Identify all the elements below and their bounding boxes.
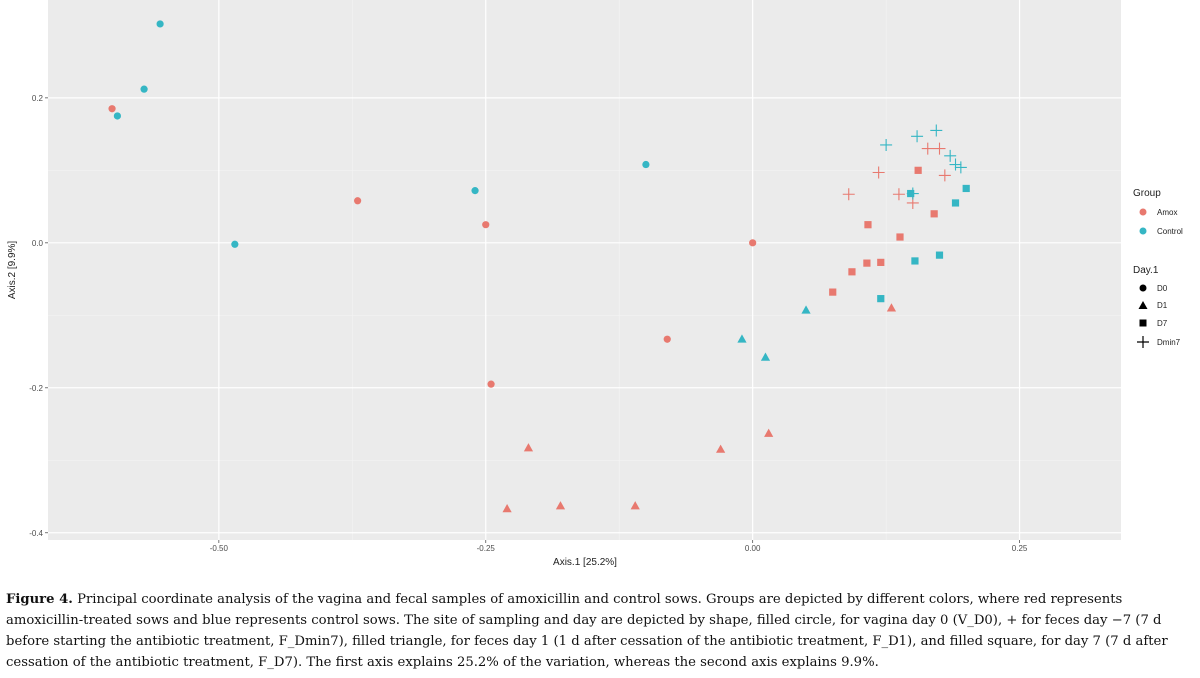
point-control-d0 bbox=[113, 112, 121, 120]
pcoa-scatter-plot: -0.50 -0.25 0.00 0.25 -0.4 -0.2 0.0 0.2 Axis.1 … bbox=[7, 0, 1183, 568]
legend-d1-marker bbox=[1138, 301, 1148, 309]
point-amox-d1 bbox=[764, 428, 774, 437]
legend-day-title: Day.1 bbox=[1133, 265, 1159, 276]
y-tick-label: -0.4 bbox=[29, 529, 43, 538]
data-points bbox=[108, 20, 970, 513]
point-amox-d0 bbox=[749, 239, 757, 247]
point-control-d1 bbox=[801, 305, 811, 314]
point-amox-d1 bbox=[523, 443, 534, 452]
point-amox-d7 bbox=[863, 259, 871, 267]
point-amox-d7 bbox=[864, 221, 872, 229]
legend-control-label: Control bbox=[1157, 227, 1183, 236]
point-control-dmin7 bbox=[906, 187, 919, 200]
point-control-d7 bbox=[911, 257, 919, 265]
point-control-d0 bbox=[140, 85, 148, 93]
x-tick-label: 0.00 bbox=[745, 544, 761, 553]
point-control-d1 bbox=[760, 352, 771, 361]
point-control-d0 bbox=[642, 160, 650, 169]
point-amox-dmin7 bbox=[933, 142, 946, 155]
x-tick-label: 0.25 bbox=[1012, 544, 1028, 553]
point-amox-dmin7 bbox=[842, 188, 855, 201]
y-tick-label: 0.2 bbox=[32, 94, 44, 103]
x-tick-label: -0.25 bbox=[477, 544, 496, 553]
plot-panel bbox=[48, 0, 1121, 540]
point-amox-d1 bbox=[555, 501, 566, 510]
point-amox-d1 bbox=[502, 504, 512, 513]
point-amox-d7 bbox=[829, 288, 837, 296]
y-tick-label: 0.0 bbox=[32, 239, 44, 248]
point-amox-d0 bbox=[354, 197, 362, 205]
point-amox-dmin7 bbox=[892, 188, 905, 201]
figure-caption-text: Principal coordinate analysis of the vag… bbox=[6, 592, 1168, 670]
point-amox-dmin7 bbox=[872, 166, 885, 179]
point-control-d7 bbox=[962, 184, 970, 193]
y-axis-title: Axis.2 [9.9%] bbox=[7, 241, 18, 300]
point-amox-d7 bbox=[896, 233, 904, 241]
point-amox-d0 bbox=[663, 335, 671, 343]
point-control-d7 bbox=[877, 295, 885, 303]
point-control-d7 bbox=[951, 199, 960, 207]
point-control-dmin7 bbox=[944, 149, 957, 162]
legend-dmin7-label: Dmin7 bbox=[1157, 338, 1181, 347]
point-control-dmin7 bbox=[911, 130, 924, 143]
point-amox-d1 bbox=[886, 303, 897, 312]
point-amox-d7 bbox=[930, 210, 938, 218]
axes: -0.50 -0.25 0.00 0.25 -0.4 -0.2 0.0 0.2 bbox=[29, 94, 1028, 553]
legend-amox-marker bbox=[1139, 208, 1147, 216]
grid-lines bbox=[48, 0, 1121, 540]
legend-dmin7-marker bbox=[1137, 336, 1149, 348]
point-amox-d7 bbox=[914, 166, 922, 174]
point-control-d1 bbox=[737, 334, 747, 343]
point-amox-d0 bbox=[482, 221, 490, 229]
point-amox-dmin7 bbox=[921, 142, 934, 155]
point-amox-d7 bbox=[877, 258, 885, 266]
point-control-d0 bbox=[231, 240, 239, 248]
figure-label: Figure 4. bbox=[6, 592, 73, 607]
point-amox-d0 bbox=[487, 380, 495, 388]
point-amox-d7 bbox=[848, 268, 856, 276]
point-control-d7 bbox=[935, 251, 944, 259]
point-control-d0 bbox=[471, 187, 479, 195]
point-control-dmin7 bbox=[954, 161, 967, 174]
legend-d1-label: D1 bbox=[1157, 301, 1168, 310]
point-amox-d1 bbox=[716, 444, 726, 453]
legend: Group Amox Control Day.1 D0 D1 D7 Dmin7 bbox=[1133, 188, 1183, 348]
point-control-dmin7 bbox=[949, 158, 962, 171]
legend-d7-label: D7 bbox=[1157, 319, 1168, 328]
legend-d0-marker bbox=[1139, 284, 1147, 292]
point-control-dmin7 bbox=[880, 138, 893, 151]
legend-d7-marker bbox=[1139, 319, 1147, 327]
figure-caption: Figure 4. Principal coordinate analysis … bbox=[6, 589, 1196, 673]
point-control-dmin7 bbox=[930, 124, 943, 137]
x-axis-title: Axis.1 [25.2%] bbox=[553, 557, 617, 568]
point-amox-d1 bbox=[630, 501, 640, 510]
y-tick-label: -0.2 bbox=[29, 384, 43, 393]
legend-group-title: Group bbox=[1133, 188, 1161, 199]
point-amox-d0 bbox=[108, 105, 116, 113]
point-control-d0 bbox=[156, 20, 164, 28]
legend-d0-label: D0 bbox=[1157, 284, 1168, 293]
x-tick-label: -0.50 bbox=[210, 544, 229, 553]
legend-control-marker bbox=[1139, 227, 1147, 235]
point-amox-dmin7 bbox=[938, 169, 951, 182]
legend-amox-label: Amox bbox=[1157, 208, 1177, 217]
